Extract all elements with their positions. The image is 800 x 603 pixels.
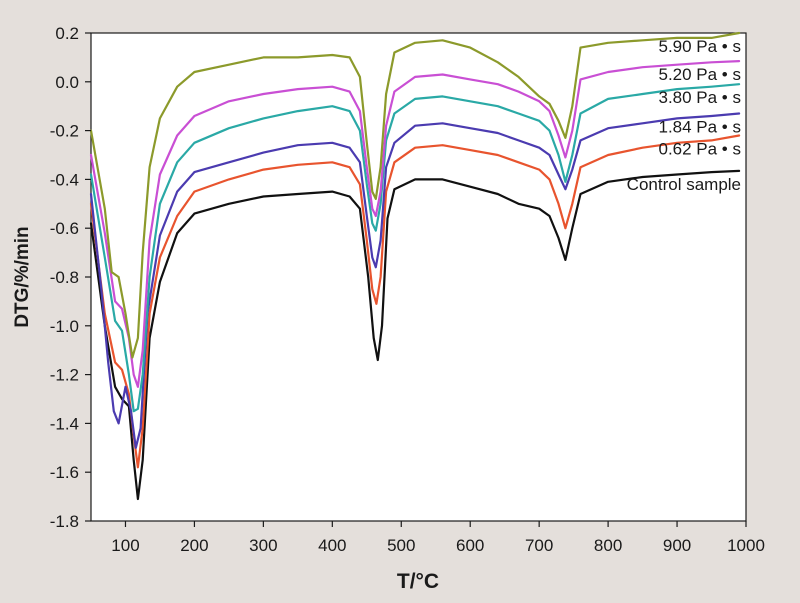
y-tick-label: -0.8 bbox=[50, 268, 79, 287]
series-label-3: 3.80 Pa • s bbox=[658, 88, 741, 107]
y-tick-label: -0.2 bbox=[50, 122, 79, 141]
x-tick-label: 900 bbox=[663, 536, 691, 555]
y-tick-label: -1.2 bbox=[50, 366, 79, 385]
x-tick-label: 500 bbox=[387, 536, 415, 555]
series-line-3 bbox=[89, 83, 741, 413]
series-line-0 bbox=[89, 169, 741, 501]
series-label-5: 5.90 Pa • s bbox=[658, 37, 741, 56]
series-line-4 bbox=[89, 60, 741, 388]
series-label-1: 0.62 Pa • s bbox=[658, 139, 741, 158]
x-tick-label: 300 bbox=[249, 536, 277, 555]
x-tick-label: 400 bbox=[318, 536, 346, 555]
series-label-0: Control sample bbox=[627, 175, 741, 194]
x-axis-ticks: 100 200 300 400 500 600 700 800 900 1000 bbox=[111, 521, 765, 555]
series-label-4: 5.20 Pa • s bbox=[658, 65, 741, 84]
series-line-5 bbox=[89, 31, 741, 359]
y-tick-label: -1.0 bbox=[50, 317, 79, 336]
y-tick-label: -1.6 bbox=[50, 463, 79, 482]
series-line-2 bbox=[89, 112, 741, 449]
y-tick-label: -1.8 bbox=[50, 512, 79, 531]
series-group bbox=[89, 31, 741, 501]
plot-area bbox=[90, 32, 747, 522]
y-tick-label: 0.0 bbox=[55, 73, 79, 92]
x-tick-label: 700 bbox=[525, 536, 553, 555]
x-tick-label: 200 bbox=[180, 536, 208, 555]
y-tick-label: -1.4 bbox=[50, 414, 79, 433]
y-axis-title: DTG/%/min bbox=[12, 226, 33, 327]
y-axis-ticks: -1.8 -1.6 -1.4 -1.2 -1.0 -0.8 -0.6 -0.4 -0.2 0.0 0… bbox=[50, 24, 91, 531]
x-tick-label: 1000 bbox=[727, 536, 765, 555]
y-tick-label: -0.6 bbox=[50, 219, 79, 238]
x-axis-title: T/°C bbox=[397, 570, 439, 593]
x-tick-label: 800 bbox=[594, 536, 622, 555]
y-tick-label: 0.2 bbox=[55, 24, 79, 43]
series-label-2: 1.84 Pa • s bbox=[658, 118, 741, 137]
x-tick-label: 100 bbox=[111, 536, 139, 555]
series-line-1 bbox=[89, 134, 741, 469]
series-labels: Control sample 0.62 Pa • s 1.84 Pa • s 3.80… bbox=[627, 37, 741, 194]
x-tick-label: 600 bbox=[456, 536, 484, 555]
y-tick-label: -0.4 bbox=[50, 170, 79, 189]
